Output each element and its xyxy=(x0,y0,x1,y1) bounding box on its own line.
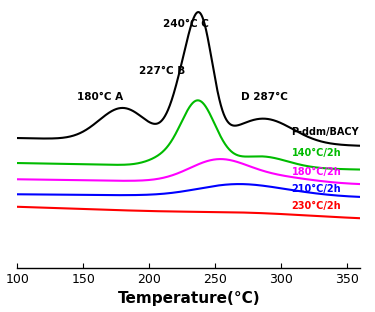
X-axis label: Temperature(°C): Temperature(°C) xyxy=(117,291,260,306)
Text: 240°C C: 240°C C xyxy=(163,19,209,29)
Text: P-ddm/BACY: P-ddm/BACY xyxy=(291,127,359,137)
Text: 140°C/2h: 140°C/2h xyxy=(291,148,341,158)
Text: 210°C/2h: 210°C/2h xyxy=(291,184,341,194)
Text: 180°C/2h: 180°C/2h xyxy=(291,167,341,177)
Text: 230°C/2h: 230°C/2h xyxy=(291,201,341,211)
Text: 180°C A: 180°C A xyxy=(77,92,123,102)
Text: D 287°C: D 287°C xyxy=(242,92,288,102)
Text: 227°C B: 227°C B xyxy=(139,66,186,76)
